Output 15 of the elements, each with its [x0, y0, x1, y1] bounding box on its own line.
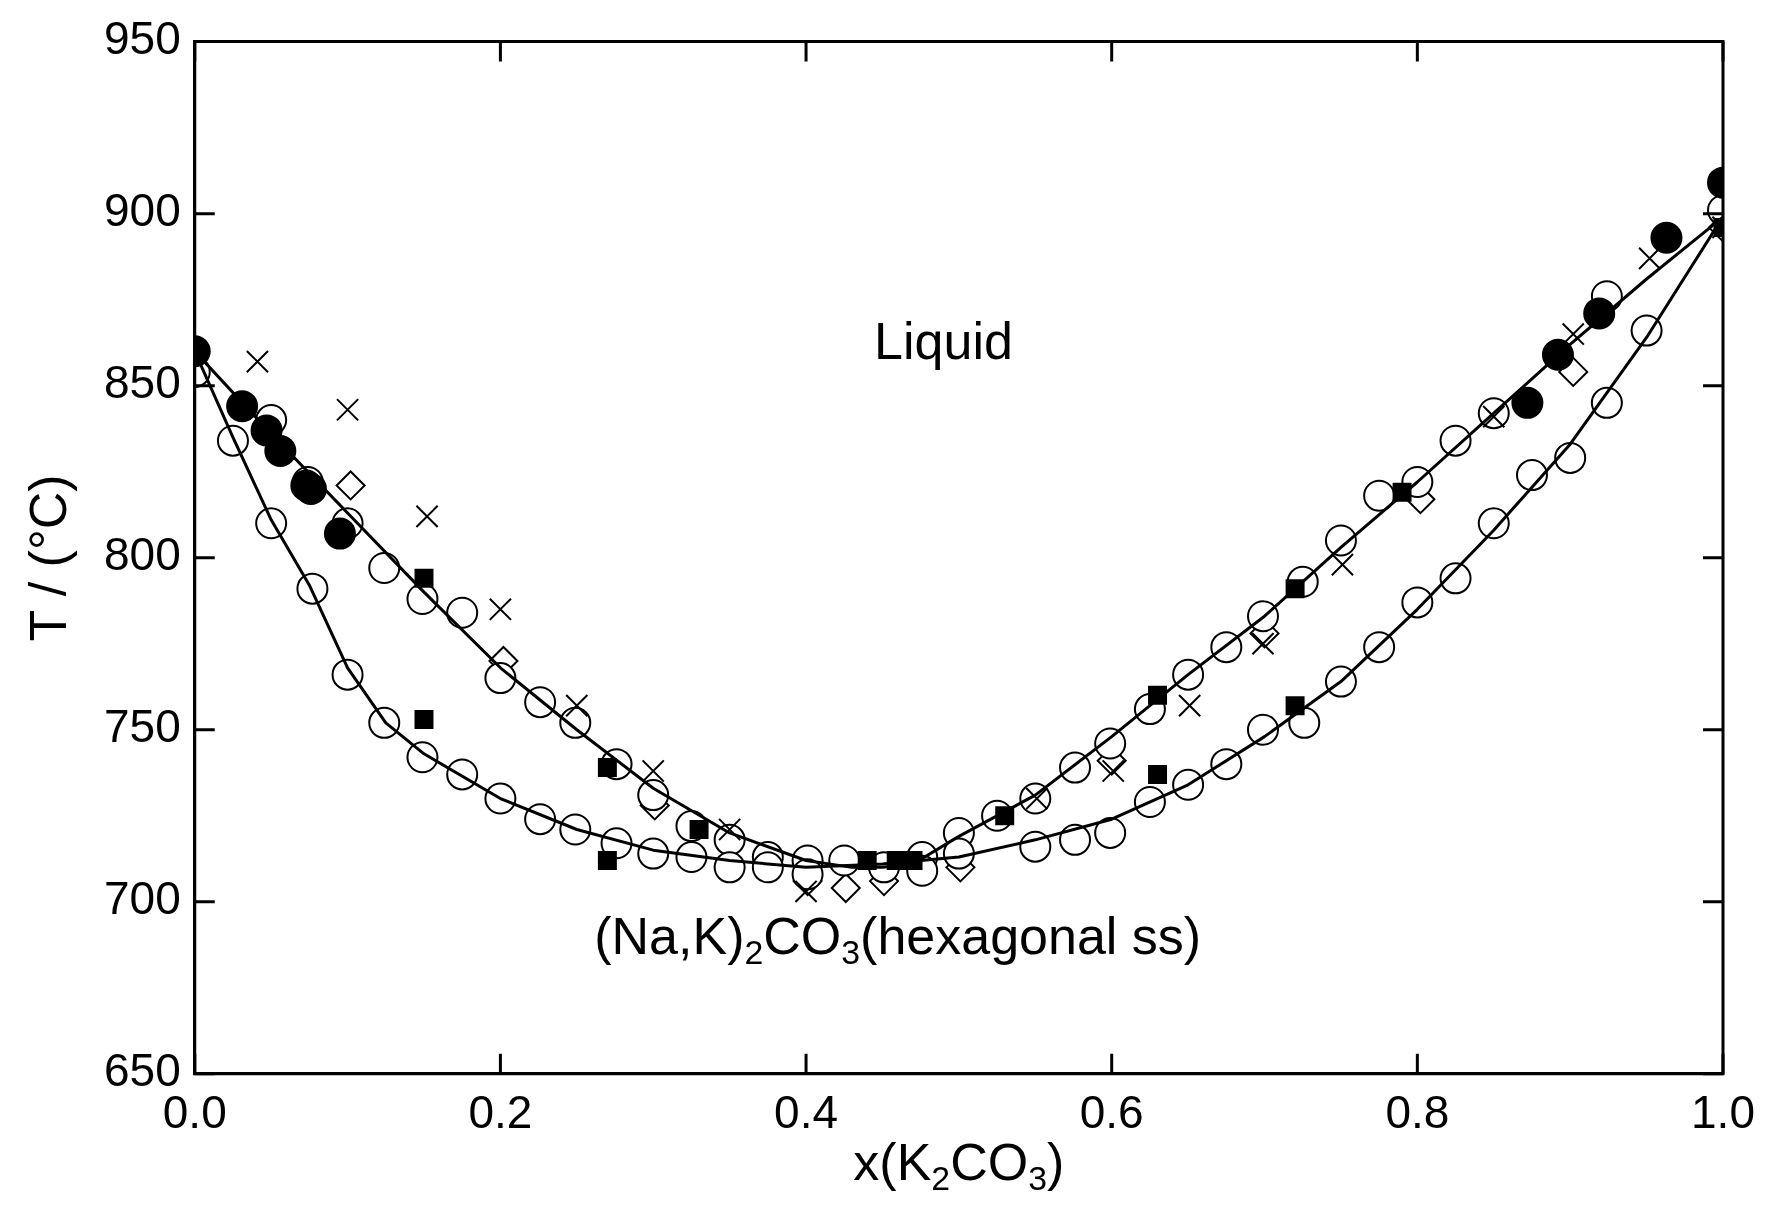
x-axis-title: x(K$_{2}$CO$_{3}$) — [853, 1132, 1065, 1197]
x-tick-label: 0.2 — [468, 1086, 533, 1139]
y-tick-label: 950 — [104, 12, 181, 65]
x-tick-label: 1.0 — [1691, 1086, 1755, 1139]
y-tick-label: 700 — [104, 872, 181, 925]
y-axis-title: T / (°C) — [19, 474, 77, 642]
annotation: (Na,K)$_{2}$CO$_{3}$(hexagonal ss) — [594, 906, 1202, 971]
x-tick-label: 0.4 — [774, 1086, 839, 1139]
x-tick-label: 0.8 — [1385, 1086, 1450, 1139]
x-tick-label: 0.6 — [1079, 1086, 1144, 1139]
annotation: Liquid — [874, 311, 1013, 370]
y-tick-label: 800 — [104, 528, 181, 581]
y-tick-label: 850 — [104, 356, 181, 409]
y-tick-label: 750 — [104, 700, 181, 753]
y-tick-label: 900 — [104, 184, 181, 237]
